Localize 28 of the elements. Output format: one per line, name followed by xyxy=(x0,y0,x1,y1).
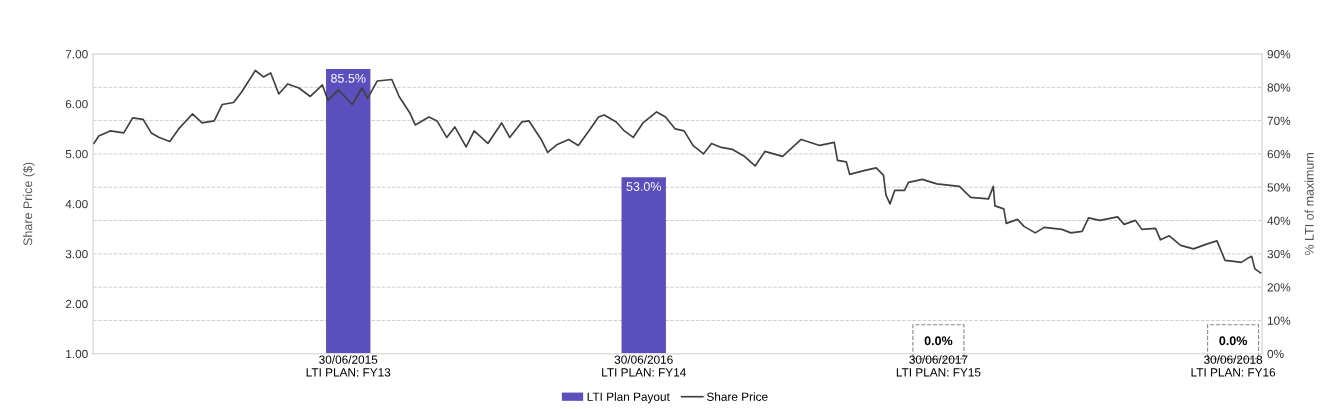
y-axis-title: Share Price ($) xyxy=(22,162,35,246)
data-label: 0.0% xyxy=(924,336,953,346)
y2-tick-label: 10% xyxy=(1267,316,1291,325)
legend-label: LTI Plan Payout xyxy=(587,392,670,404)
data-label: 85.5% xyxy=(331,73,366,83)
x-tick-label: 30/06/2016 LTI PLAN: FY14 xyxy=(602,355,686,377)
y2-tick-label: 50% xyxy=(1267,183,1291,192)
data-label: 0.0% xyxy=(1219,336,1248,346)
y-tick-label: 7.00 xyxy=(65,50,88,59)
y2-tick-label: 30% xyxy=(1267,249,1291,259)
y2-tick-label: 70% xyxy=(1267,116,1291,125)
y2-tick-label: 90% xyxy=(1267,50,1291,59)
y2-axis-title: % LTI of maximum xyxy=(1304,153,1314,256)
x-tick-label: 30/06/2017 LTI PLAN: FY15 xyxy=(896,355,981,377)
y-tick-label: 2.00 xyxy=(65,299,88,309)
y-tick-label: 1.00 xyxy=(66,349,88,359)
y2-tick-label: 20% xyxy=(1267,283,1291,292)
data-label: 53.0% xyxy=(626,182,661,191)
y-tick-label: 3.00 xyxy=(65,249,88,259)
y-tick-label: 5.00 xyxy=(65,149,88,159)
y2-tick-label: 40% xyxy=(1267,216,1291,225)
x-tick-label: 30/06/2015 LTI PLAN: FY13 xyxy=(306,355,391,377)
legend-label: Share Price xyxy=(706,392,768,401)
line-series xyxy=(93,69,1262,274)
y-tick-label: 6.00 xyxy=(65,99,88,109)
y2-tick-label: 80% xyxy=(1267,83,1291,92)
y-tick-label: 4.00 xyxy=(65,199,88,209)
y2-tick-label: 60% xyxy=(1267,149,1291,159)
